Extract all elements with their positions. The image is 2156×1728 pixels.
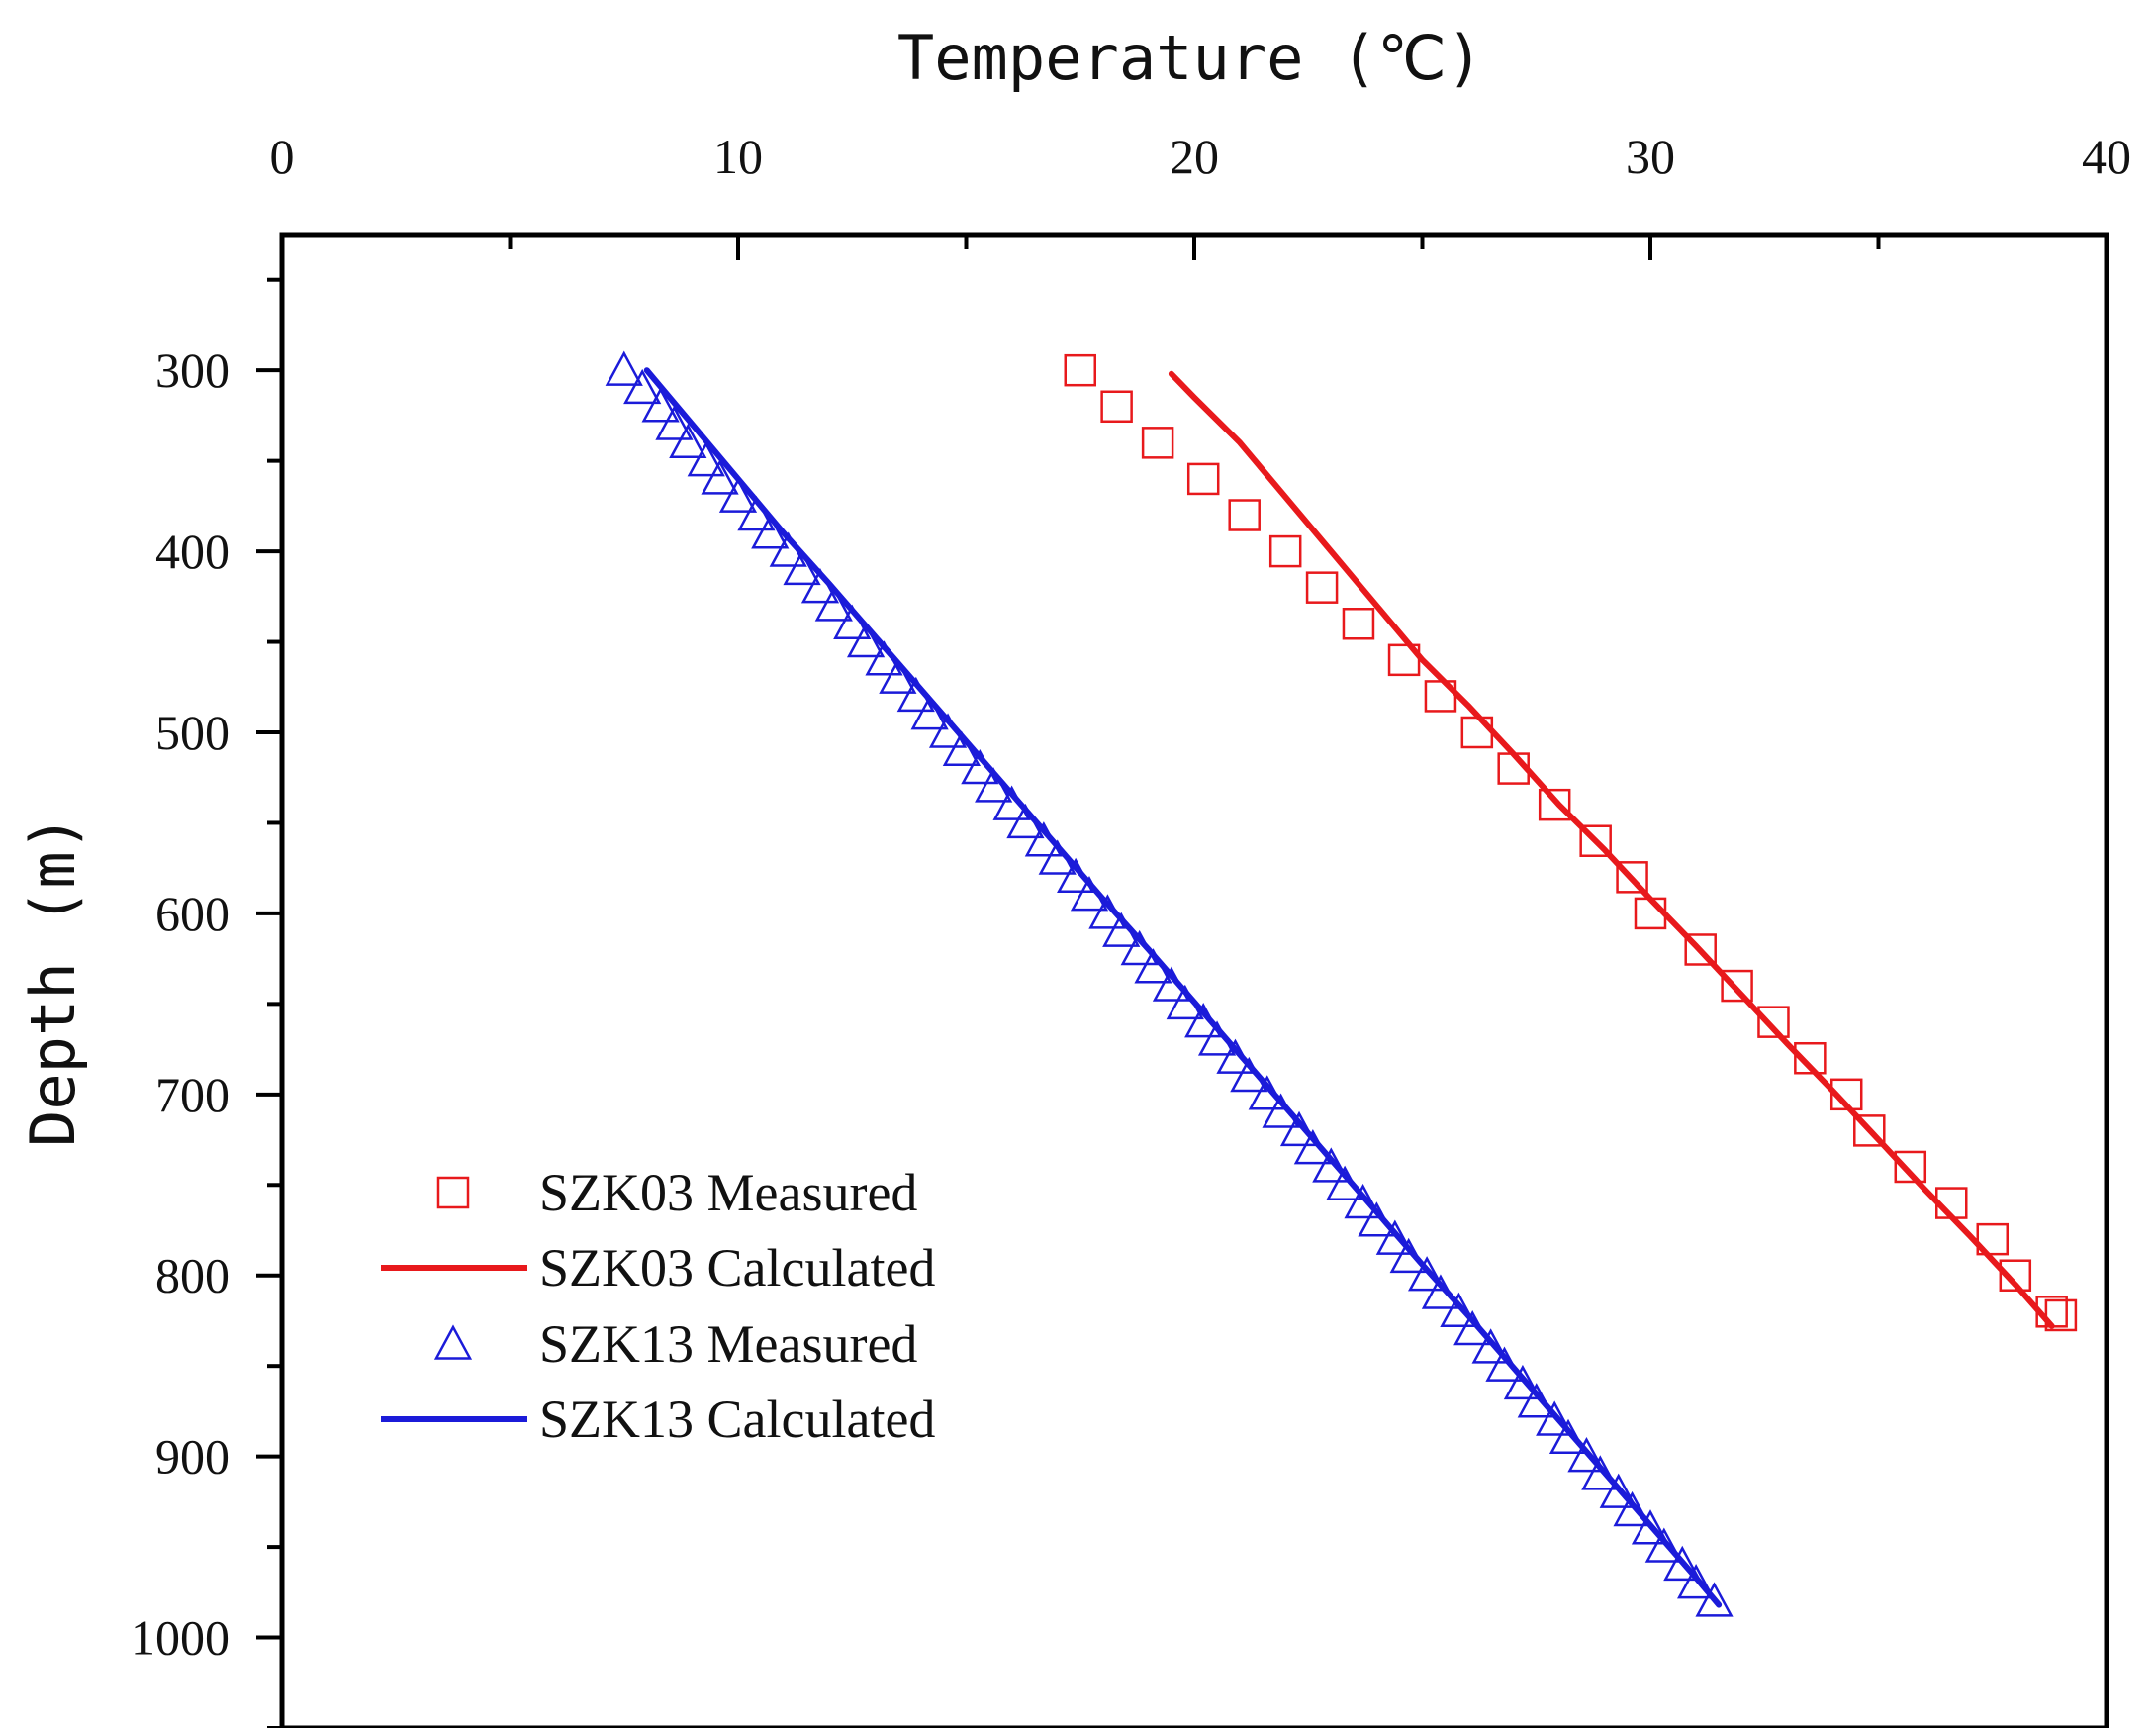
- szk03-measured-point: [1757, 1006, 1790, 1038]
- y-tick-label: 1000: [131, 1610, 230, 1666]
- szk03-measured-point: [1579, 824, 1612, 857]
- x-tick-label: 10: [713, 129, 763, 184]
- szk03-measured-point: [1794, 1041, 1827, 1075]
- y-axis: 300 400 500 600 700 800 900 1000: [131, 277, 282, 1728]
- szk03-measured-point: [1853, 1114, 1886, 1147]
- legend-label: SZK03 Measured: [539, 1163, 917, 1222]
- szk13-measured-point: [1375, 1219, 1414, 1255]
- legend-label: SZK13 Measured: [539, 1314, 917, 1374]
- y-tick-label: 800: [155, 1248, 230, 1303]
- szk13-measured-point: [1536, 1400, 1574, 1436]
- plot-frame: [279, 232, 2109, 1728]
- szk13-measured-point: [751, 514, 790, 549]
- szk13-measured-point: [687, 441, 725, 477]
- szk13-measured-point: [718, 477, 758, 513]
- szk03-measured-point: [1721, 969, 1753, 1003]
- szk03-measured-point: [1684, 933, 1717, 966]
- y-tick-label: 400: [155, 524, 230, 579]
- szk13-measured-point: [655, 405, 694, 440]
- legend-label: SZK03 Calculated: [539, 1238, 935, 1297]
- y-axis-title: Depth (m): [17, 815, 89, 1147]
- szk13-measured-point: [1631, 1509, 1670, 1545]
- szk13-measured-point: [814, 586, 853, 622]
- szk13-measured-point: [1471, 1328, 1510, 1364]
- szk03-calculated-series: [1168, 370, 2055, 1329]
- szk13-measured-point: [1663, 1545, 1702, 1582]
- legend-swatch-szk13-measured: [433, 1324, 473, 1360]
- szk03-measured-point: [1976, 1222, 2009, 1256]
- szk03-measured-point: [1894, 1150, 1927, 1184]
- y-tick-label: 700: [155, 1067, 230, 1122]
- szk13-measured-point: [1695, 1582, 1734, 1617]
- szk03-measured-point: [1228, 499, 1261, 531]
- szk13-measured-point: [783, 549, 821, 586]
- szk13-measured-point: [605, 350, 643, 386]
- szk03-measured-point: [1141, 427, 1174, 459]
- legend-item: SZK13 Calculated: [381, 1390, 935, 1449]
- szk03-measured-point: [1064, 353, 1096, 387]
- szk13-measured-point: [1408, 1256, 1447, 1292]
- szk13-measured-point: [846, 622, 886, 658]
- szk03-measured-series: [1064, 353, 2078, 1332]
- x-tick-label: 20: [1170, 129, 1219, 184]
- y-tick-label: 300: [155, 342, 230, 398]
- szk03-measured-point: [1100, 390, 1133, 424]
- x-axis-title: Temperature (℃): [897, 22, 1483, 94]
- szk13-measured-point: [1644, 1527, 1683, 1563]
- legend-label: SZK13 Calculated: [539, 1390, 935, 1449]
- szk13-measured-point: [1503, 1364, 1543, 1400]
- x-tick-label: 0: [270, 129, 295, 184]
- szk03-measured-point: [1616, 861, 1648, 894]
- szk03-measured-point: [1305, 571, 1339, 604]
- szk03-measured-point: [1268, 534, 1302, 568]
- szk13-calculated-series: [643, 367, 1723, 1608]
- x-axis: 0 10 20 30 40: [270, 129, 2131, 260]
- y-tick-label: 500: [155, 705, 230, 760]
- szk03-measured-point: [1342, 608, 1375, 640]
- szk13-measured-point: [641, 387, 680, 423]
- szk13-measured-point: [1567, 1437, 1606, 1473]
- szk13-measured-point: [701, 459, 739, 495]
- legend: SZK03 Measured SZK03 Calculated SZK13 Meas…: [381, 1163, 935, 1449]
- legend-item: SZK03 Calculated: [381, 1238, 935, 1297]
- legend-item: SZK13 Measured: [433, 1314, 917, 1374]
- y-tick-label: 600: [155, 886, 230, 941]
- szk13-measured-point: [1677, 1564, 1716, 1599]
- szk03-measured-point: [1999, 1259, 2032, 1292]
- szk13-measured-point: [623, 368, 662, 405]
- szk13-measured-point: [669, 423, 707, 459]
- x-tick-label: 40: [2082, 129, 2131, 184]
- szk13-calculated-line: [643, 367, 1723, 1608]
- series-layer: [605, 350, 2078, 1617]
- szk13-measured-point: [1599, 1473, 1638, 1508]
- y-tick-label: 900: [155, 1429, 230, 1485]
- szk03-measured-point: [1186, 462, 1220, 496]
- legend-swatch-szk03-measured: [436, 1176, 470, 1209]
- legend-item: SZK03 Measured: [436, 1163, 917, 1222]
- szk03-calculated-line: [1168, 370, 2055, 1329]
- x-tick-label: 30: [1626, 129, 1675, 184]
- szk03-measured-point: [1538, 788, 1571, 821]
